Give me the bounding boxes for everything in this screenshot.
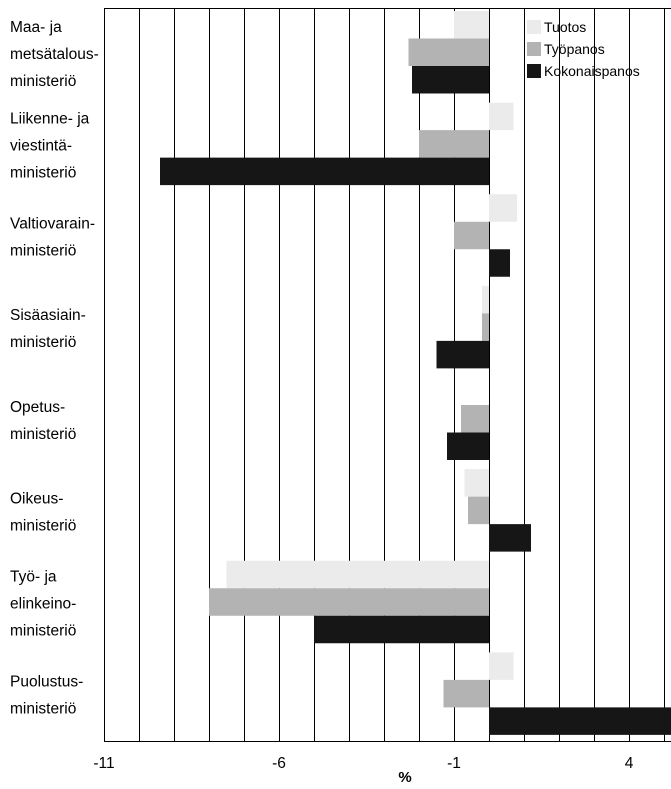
bar-työpanos-0 <box>408 38 489 66</box>
category-label: Opetus-ministeriö <box>10 399 76 443</box>
legend-swatch-kokonaispanos <box>527 64 541 78</box>
x-tick-label: -6 <box>272 755 286 772</box>
bar-työpanos-6 <box>209 588 489 616</box>
bar-kokonaispanos-7 <box>489 707 671 735</box>
legend-label: Työpanos <box>544 41 605 57</box>
legend-swatch-työpanos <box>527 42 541 56</box>
bar-kokonaispanos-0 <box>412 66 489 94</box>
bar-työpanos-1 <box>419 130 489 158</box>
bar-tuotos-2 <box>489 194 517 222</box>
category-label: Maa- ja metsätalous-ministeriö <box>10 19 99 90</box>
bar-työpanos-7 <box>443 679 489 708</box>
legend-label: Kokonaispanos <box>544 63 640 79</box>
category-label: Valtiovarain-ministeriö <box>10 216 95 260</box>
plot-frame <box>104 8 671 742</box>
bar-työpanos-5 <box>468 496 489 525</box>
bar-työpanos-2 <box>454 221 489 250</box>
legend: Tuotos Työpanos Kokonaispanos <box>527 19 640 79</box>
x-tick-label: -11 <box>93 755 114 772</box>
x-axis-title: % <box>398 769 411 786</box>
bar-työpanos-4 <box>461 405 489 433</box>
x-tick-label: 4 <box>625 755 634 772</box>
category-label: Työ- ja elinkeino-ministeriö <box>10 569 76 640</box>
category-label: Sisäasiain-ministeriö <box>10 307 86 351</box>
category-label: Puolustus-ministeriö <box>10 674 83 718</box>
category-labels: Maa- ja metsätalous-ministeriö Liikenne- j… <box>10 19 99 718</box>
bar-tuotos-6 <box>226 560 489 589</box>
bar-kokonaispanos-3 <box>436 340 489 369</box>
bar-tuotos-0 <box>454 11 489 39</box>
bar-tuotos-5 <box>464 469 489 497</box>
bar-kokonaispanos-4 <box>447 432 489 460</box>
bar-tuotos-1 <box>489 102 514 131</box>
tick-labels: -11 -6 -1 4 <box>93 755 633 772</box>
bar-kokonaispanos-5 <box>489 524 531 552</box>
category-label: Oikeus-ministeriö <box>10 490 76 534</box>
legend-label: Tuotos <box>544 19 586 35</box>
bar-kokonaispanos-6 <box>314 615 489 644</box>
bars <box>160 11 671 735</box>
x-tick-label: -1 <box>447 755 461 772</box>
bar-tuotos-7 <box>489 652 514 680</box>
bar-työpanos-3 <box>482 313 489 341</box>
bar-kokonaispanos-1 <box>160 157 489 186</box>
bar-kokonaispanos-2 <box>489 249 510 277</box>
legend-swatch-tuotos <box>527 20 541 34</box>
category-label: Liikenne- ja viestintä-ministeriö <box>10 110 90 181</box>
bar-tuotos-3 <box>482 285 489 314</box>
